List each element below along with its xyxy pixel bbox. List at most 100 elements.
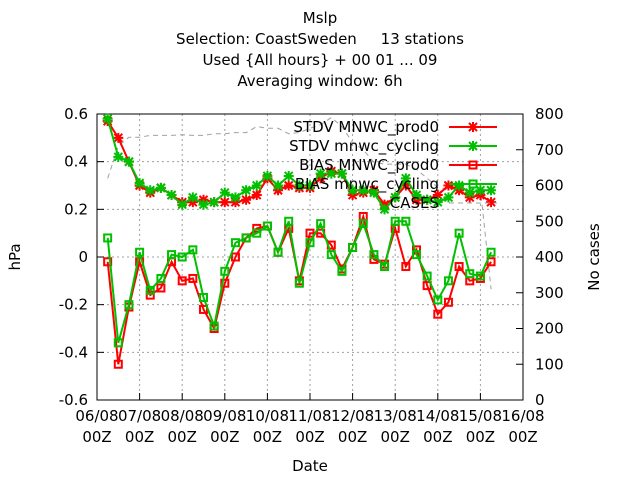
data-point-square [177,252,187,262]
data-point-square [262,221,272,231]
data-point-star [443,180,454,191]
data-point-star [432,197,443,208]
x-tick-label-hour: 00Z [381,428,410,446]
series-line-cases [107,116,492,290]
data-point-square [230,238,240,248]
data-point-square [422,271,432,281]
data-point-star [358,185,369,196]
series-line-bias-mnwc_cycling [106,220,493,344]
data-point-star [336,168,347,179]
data-point-star [305,180,315,191]
data-point-square [369,250,379,260]
data-point-star [475,185,486,196]
data-point-star [134,178,145,189]
data-point-square [252,223,262,233]
x-tick-label-hour: 00Z [125,428,154,446]
data-point-square [188,273,198,283]
data-point-star [166,190,177,201]
legend-label: BIAS mnwc_cycling [295,175,439,194]
data-point-star [219,187,230,198]
x-tick-label-date: 08/08 [161,407,204,425]
y2-tick-label: 500 [535,212,564,230]
data-point-star [123,156,134,167]
data-point-star [219,197,230,208]
data-point-square [326,250,336,260]
data-point-square [177,276,187,286]
data-point-square [316,219,326,229]
y2-tick-label: 400 [535,248,564,266]
y2-tick-label: 600 [535,177,564,195]
data-point-square [401,216,411,226]
data-point-square [220,278,230,288]
x-tick-label-date: 12/08 [331,407,374,425]
data-point-star [422,194,433,205]
y2-tick-label: 200 [535,320,564,338]
data-point-square [348,242,358,252]
data-point-square [468,160,478,170]
data-point-star [315,168,326,179]
data-point-star [251,180,262,191]
data-point-star [390,192,401,203]
x-axis-label: Date [292,457,328,475]
data-point-star [486,197,497,208]
y2-tick-label: 100 [535,355,564,373]
x-tick-label-date: 09/08 [203,407,246,425]
x-tick-label-hour: 00Z [210,428,239,446]
x-tick-label-hour: 00Z [253,428,282,446]
data-point-star [454,180,465,191]
y-tick-label: 0.2 [64,200,88,218]
x-tick-label-date: 11/08 [288,407,331,425]
x-tick-label-hour: 00Z [338,428,367,446]
data-point-star [347,185,358,196]
data-point-square [241,233,251,243]
data-point-star [486,185,497,196]
data-point-square [454,228,464,238]
data-point-square [113,338,123,348]
y-tick-label: -0.2 [59,296,88,314]
x-tick-label-hour: 00Z [508,428,537,446]
chart-title-line-1: Mslp [302,9,338,27]
data-point-square [188,245,198,255]
data-point-star [241,185,252,196]
x-tick-label-hour: 00Z [295,428,324,446]
data-point-star [241,194,252,205]
x-tick-label-date: 14/08 [416,407,459,425]
chart-title-line-2: Selection: CoastSweden 13 stations [176,30,464,48]
data-point-square [401,262,411,272]
data-point-square [443,297,453,307]
data-point-star [400,173,411,184]
data-point-square [156,273,166,283]
x-tick-label-date: 15/08 [459,407,502,425]
data-point-star [294,180,305,191]
x-tick-label-date: 13/08 [374,407,417,425]
data-point-star [102,113,113,124]
x-tick-label-hour: 00Z [466,428,495,446]
y-tick-label: 0.4 [64,153,88,171]
x-tick-label-date: 10/08 [246,407,289,425]
data-point-square [305,238,315,248]
data-point-square [103,233,113,243]
data-point-square [486,247,496,257]
data-point-square [433,295,443,305]
x-tick-label-date: 07/08 [118,407,161,425]
data-point-star [230,192,241,203]
y2-tick-label: 700 [535,141,564,159]
data-point-square [199,293,208,303]
data-point-star [379,204,390,215]
data-point-star [283,180,294,191]
data-point-star [468,141,478,151]
chart-title-line-3: Used {All hours} + 00 01 ... 09 [202,51,438,69]
data-point-square [230,252,240,262]
data-point-square [145,285,155,295]
data-point-star [326,168,337,179]
x-tick-label-hour: 00Z [168,428,197,446]
data-point-square [113,359,123,369]
legend-label: STDV MNWC_prod0 [293,118,439,137]
data-point-star [187,192,198,203]
data-point-square [443,276,453,286]
x-tick-label-hour: 00Z [82,428,111,446]
legend-label: CASES [390,194,439,212]
data-point-star [283,170,294,181]
